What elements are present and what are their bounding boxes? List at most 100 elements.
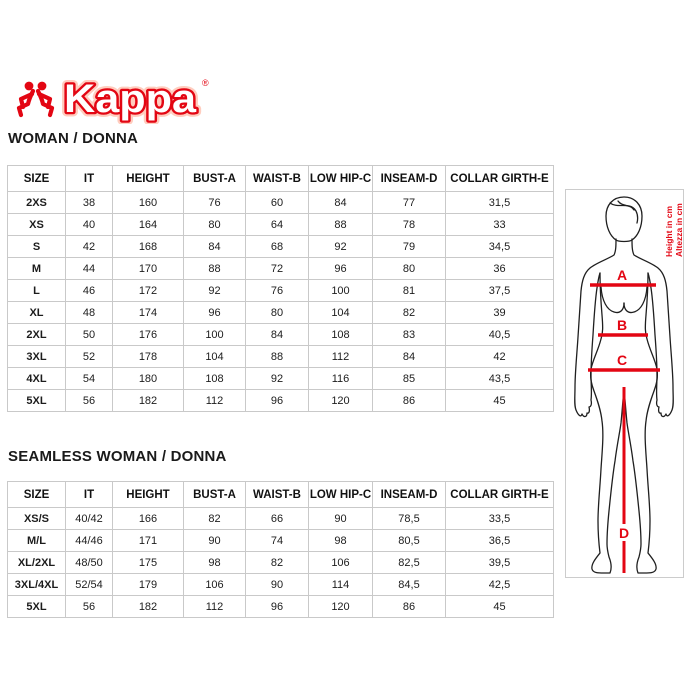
value-cell: 45 xyxy=(445,389,554,412)
value-cell: 56 xyxy=(65,389,113,412)
value-cell: 90 xyxy=(245,573,309,596)
column-header: INSEAM-D xyxy=(372,481,446,508)
value-cell: 90 xyxy=(183,529,246,552)
value-cell: 56 xyxy=(65,595,113,618)
value-cell: 86 xyxy=(372,595,446,618)
bust-label: A xyxy=(617,267,627,283)
value-cell: 60 xyxy=(245,191,309,214)
woman-size-table: SIZE IT HEIGHT BUST-A WAIST-B LOW HIP-C INSEAM… xyxy=(7,165,554,412)
hip-label: C xyxy=(617,352,627,368)
size-cell: M/L xyxy=(7,529,66,552)
value-cell: 96 xyxy=(245,595,309,618)
column-header: INSEAM-D xyxy=(372,165,446,192)
size-cell: 2XS xyxy=(7,191,66,214)
value-cell: 80 xyxy=(245,301,309,324)
value-cell: 85 xyxy=(372,367,446,390)
value-cell: 37,5 xyxy=(445,279,554,302)
value-cell: 66 xyxy=(245,507,309,530)
size-cell: 2XL xyxy=(7,323,66,346)
value-cell: 96 xyxy=(183,301,246,324)
value-cell: 172 xyxy=(112,279,184,302)
value-cell: 38 xyxy=(65,191,113,214)
value-cell: 79 xyxy=(372,235,446,258)
table-row: M/L 44/46 171 90 74 98 80,5 36,5 xyxy=(7,529,554,552)
value-cell: 106 xyxy=(183,573,246,596)
value-cell: 104 xyxy=(308,301,373,324)
value-cell: 36,5 xyxy=(445,529,554,552)
value-cell: 98 xyxy=(183,551,246,574)
value-cell: 80 xyxy=(372,257,446,280)
column-header: HEIGHT xyxy=(112,481,184,508)
value-cell: 92 xyxy=(308,235,373,258)
column-header: LOW HIP-C xyxy=(308,481,373,508)
value-cell: 80,5 xyxy=(372,529,446,552)
value-cell: 40,5 xyxy=(445,323,554,346)
value-cell: 80 xyxy=(183,213,246,236)
value-cell: 106 xyxy=(308,551,373,574)
value-cell: 54 xyxy=(65,367,113,390)
value-cell: 88 xyxy=(308,213,373,236)
value-cell: 44 xyxy=(65,257,113,280)
value-cell: 164 xyxy=(112,213,184,236)
value-cell: 82,5 xyxy=(372,551,446,574)
value-cell: 84 xyxy=(245,323,309,346)
size-cell: XL xyxy=(7,301,66,324)
omini-icon xyxy=(16,81,55,118)
value-cell: 100 xyxy=(183,323,246,346)
size-cell: 3XL xyxy=(7,345,66,368)
value-cell: 77 xyxy=(372,191,446,214)
value-cell: 88 xyxy=(245,345,309,368)
value-cell: 175 xyxy=(112,551,184,574)
measurement-figure: A B C D Height in cm Altezza in cm xyxy=(565,189,684,578)
brand-wordmark: Kappa xyxy=(64,77,197,121)
size-cell: M xyxy=(7,257,66,280)
inseam-label: D xyxy=(619,525,629,541)
table-row: 2XL 50 176 100 84 108 83 40,5 xyxy=(7,323,554,346)
column-header: IT xyxy=(65,165,113,192)
value-cell: 40/42 xyxy=(65,507,113,530)
value-cell: 82 xyxy=(245,551,309,574)
table-row: 5XL 56 182 112 96 120 86 45 xyxy=(7,389,554,412)
table-header-row: SIZE IT HEIGHT BUST-A WAIST-B LOW HIP-C INSEAM… xyxy=(7,165,554,192)
column-header: WAIST-B xyxy=(245,481,309,508)
value-cell: 108 xyxy=(308,323,373,346)
value-cell: 174 xyxy=(112,301,184,324)
column-header: BUST-A xyxy=(183,165,246,192)
table-row: XL/2XL 48/50 175 98 82 106 82,5 39,5 xyxy=(7,551,554,574)
value-cell: 108 xyxy=(183,367,246,390)
table-row: XS 40 164 80 64 88 78 33 xyxy=(7,213,554,236)
value-cell: 48 xyxy=(65,301,113,324)
value-cell: 31,5 xyxy=(445,191,554,214)
value-cell: 176 xyxy=(112,323,184,346)
height-label-en: Height in cm xyxy=(664,206,674,257)
value-cell: 50 xyxy=(65,323,113,346)
value-cell: 160 xyxy=(112,191,184,214)
value-cell: 84 xyxy=(372,345,446,368)
size-cell: 5XL xyxy=(7,595,66,618)
value-cell: 39 xyxy=(445,301,554,324)
value-cell: 45 xyxy=(445,595,554,618)
value-cell: 96 xyxy=(308,257,373,280)
brand-wordmark-glow: Kappa xyxy=(64,77,197,121)
column-header: HEIGHT xyxy=(112,165,184,192)
value-cell: 72 xyxy=(245,257,309,280)
value-cell: 100 xyxy=(308,279,373,302)
column-header: COLLAR GIRTH-E xyxy=(445,481,554,508)
column-header: SIZE xyxy=(7,481,66,508)
size-cell: 5XL xyxy=(7,389,66,412)
measurement-labels: A B C D xyxy=(617,267,629,541)
measurement-lines xyxy=(588,283,660,573)
column-header: SIZE xyxy=(7,165,66,192)
registered-mark: ® xyxy=(202,78,209,88)
value-cell: 170 xyxy=(112,257,184,280)
value-cell: 78 xyxy=(372,213,446,236)
table-row: XS/S 40/42 166 82 66 90 78,5 33,5 xyxy=(7,507,554,530)
size-cell: XS/S xyxy=(7,507,66,530)
value-cell: 116 xyxy=(308,367,373,390)
value-cell: 43,5 xyxy=(445,367,554,390)
value-cell: 76 xyxy=(245,279,309,302)
value-cell: 90 xyxy=(308,507,373,530)
column-header: LOW HIP-C xyxy=(308,165,373,192)
column-header: COLLAR GIRTH-E xyxy=(445,165,554,192)
table-row: 3XL/4XL 52/54 179 106 90 114 84,5 42,5 xyxy=(7,573,554,596)
